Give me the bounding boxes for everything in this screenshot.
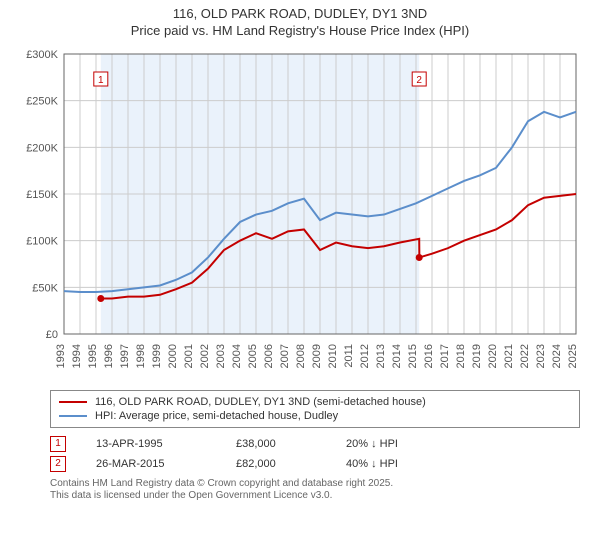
svg-text:2005: 2005 (247, 344, 259, 368)
svg-text:£250K: £250K (26, 95, 58, 107)
svg-text:1: 1 (98, 75, 104, 86)
sale-date: 13-APR-1995 (96, 438, 206, 450)
legend-swatch (59, 401, 87, 403)
svg-text:2001: 2001 (183, 344, 195, 368)
legend-row: 116, OLD PARK ROAD, DUDLEY, DY1 3ND (sem… (59, 395, 571, 409)
svg-text:£300K: £300K (26, 49, 58, 61)
svg-text:2020: 2020 (487, 344, 499, 368)
title-line2: Price paid vs. HM Land Registry's House … (0, 23, 600, 40)
sale-delta: 40% ↓ HPI (346, 458, 398, 470)
sale-marker-2 (416, 254, 423, 261)
line-chart: £0 £50K £100K £150K £200K £250K £300K 1993 1994 1… (20, 46, 580, 386)
svg-text:1996: 1996 (103, 344, 115, 368)
svg-text:2003: 2003 (215, 344, 227, 368)
svg-text:£50K: £50K (32, 282, 58, 294)
sale-marker-1 (97, 295, 104, 302)
attrib-line1: Contains HM Land Registry data © Crown c… (50, 478, 580, 490)
svg-text:1995: 1995 (87, 344, 99, 368)
legend-row: HPI: Average price, semi-detached house,… (59, 409, 571, 423)
legend-label: 116, OLD PARK ROAD, DUDLEY, DY1 3ND (sem… (95, 396, 426, 408)
svg-text:1999: 1999 (151, 344, 163, 368)
svg-text:2013: 2013 (375, 344, 387, 368)
svg-text:2009: 2009 (311, 344, 323, 368)
svg-text:£100K: £100K (26, 235, 58, 247)
svg-text:1994: 1994 (71, 344, 83, 368)
svg-text:2023: 2023 (535, 344, 547, 368)
svg-text:1993: 1993 (55, 344, 67, 368)
svg-text:2016: 2016 (423, 344, 435, 368)
legend-label: HPI: Average price, semi-detached house,… (95, 410, 338, 422)
sale-row: 1 13-APR-1995 £38,000 20% ↓ HPI (50, 434, 580, 454)
svg-text:2000: 2000 (167, 344, 179, 368)
attrib-line2: This data is licensed under the Open Gov… (50, 490, 580, 502)
legend: 116, OLD PARK ROAD, DUDLEY, DY1 3ND (sem… (50, 390, 580, 428)
svg-text:1997: 1997 (119, 344, 131, 368)
chart-title: 116, OLD PARK ROAD, DUDLEY, DY1 3ND Pric… (0, 0, 600, 40)
svg-text:2018: 2018 (455, 344, 467, 368)
svg-text:2011: 2011 (343, 344, 355, 368)
svg-text:2010: 2010 (327, 344, 339, 368)
svg-text:2012: 2012 (359, 344, 371, 368)
svg-text:2014: 2014 (391, 344, 403, 368)
svg-text:2024: 2024 (551, 344, 563, 368)
svg-text:2002: 2002 (199, 344, 211, 368)
svg-text:2007: 2007 (279, 344, 291, 368)
legend-swatch (59, 415, 87, 417)
sale-delta: 20% ↓ HPI (346, 438, 398, 450)
sale-marker-label: 2 (50, 456, 66, 472)
sale-row: 2 26-MAR-2015 £82,000 40% ↓ HPI (50, 454, 580, 474)
attribution: Contains HM Land Registry data © Crown c… (50, 478, 580, 502)
sale-date: 26-MAR-2015 (96, 458, 206, 470)
sales-table: 1 13-APR-1995 £38,000 20% ↓ HPI 2 26-MAR-2015… (50, 434, 580, 474)
svg-text:2021: 2021 (503, 344, 515, 368)
svg-text:£200K: £200K (26, 142, 58, 154)
svg-text:2: 2 (416, 75, 422, 86)
svg-text:2006: 2006 (263, 344, 275, 368)
svg-text:2022: 2022 (519, 344, 531, 368)
svg-text:2004: 2004 (231, 344, 243, 368)
sale-marker-label: 1 (50, 436, 66, 452)
title-line1: 116, OLD PARK ROAD, DUDLEY, DY1 3ND (0, 6, 600, 23)
svg-text:2015: 2015 (407, 344, 419, 368)
svg-text:2019: 2019 (471, 344, 483, 368)
svg-text:2017: 2017 (439, 344, 451, 368)
svg-text:£150K: £150K (26, 189, 58, 201)
svg-text:1998: 1998 (135, 344, 147, 368)
sale-price: £82,000 (236, 458, 316, 470)
svg-text:£0: £0 (46, 329, 58, 341)
svg-text:2008: 2008 (295, 344, 307, 368)
svg-text:2025: 2025 (567, 344, 579, 368)
sale-price: £38,000 (236, 438, 316, 450)
